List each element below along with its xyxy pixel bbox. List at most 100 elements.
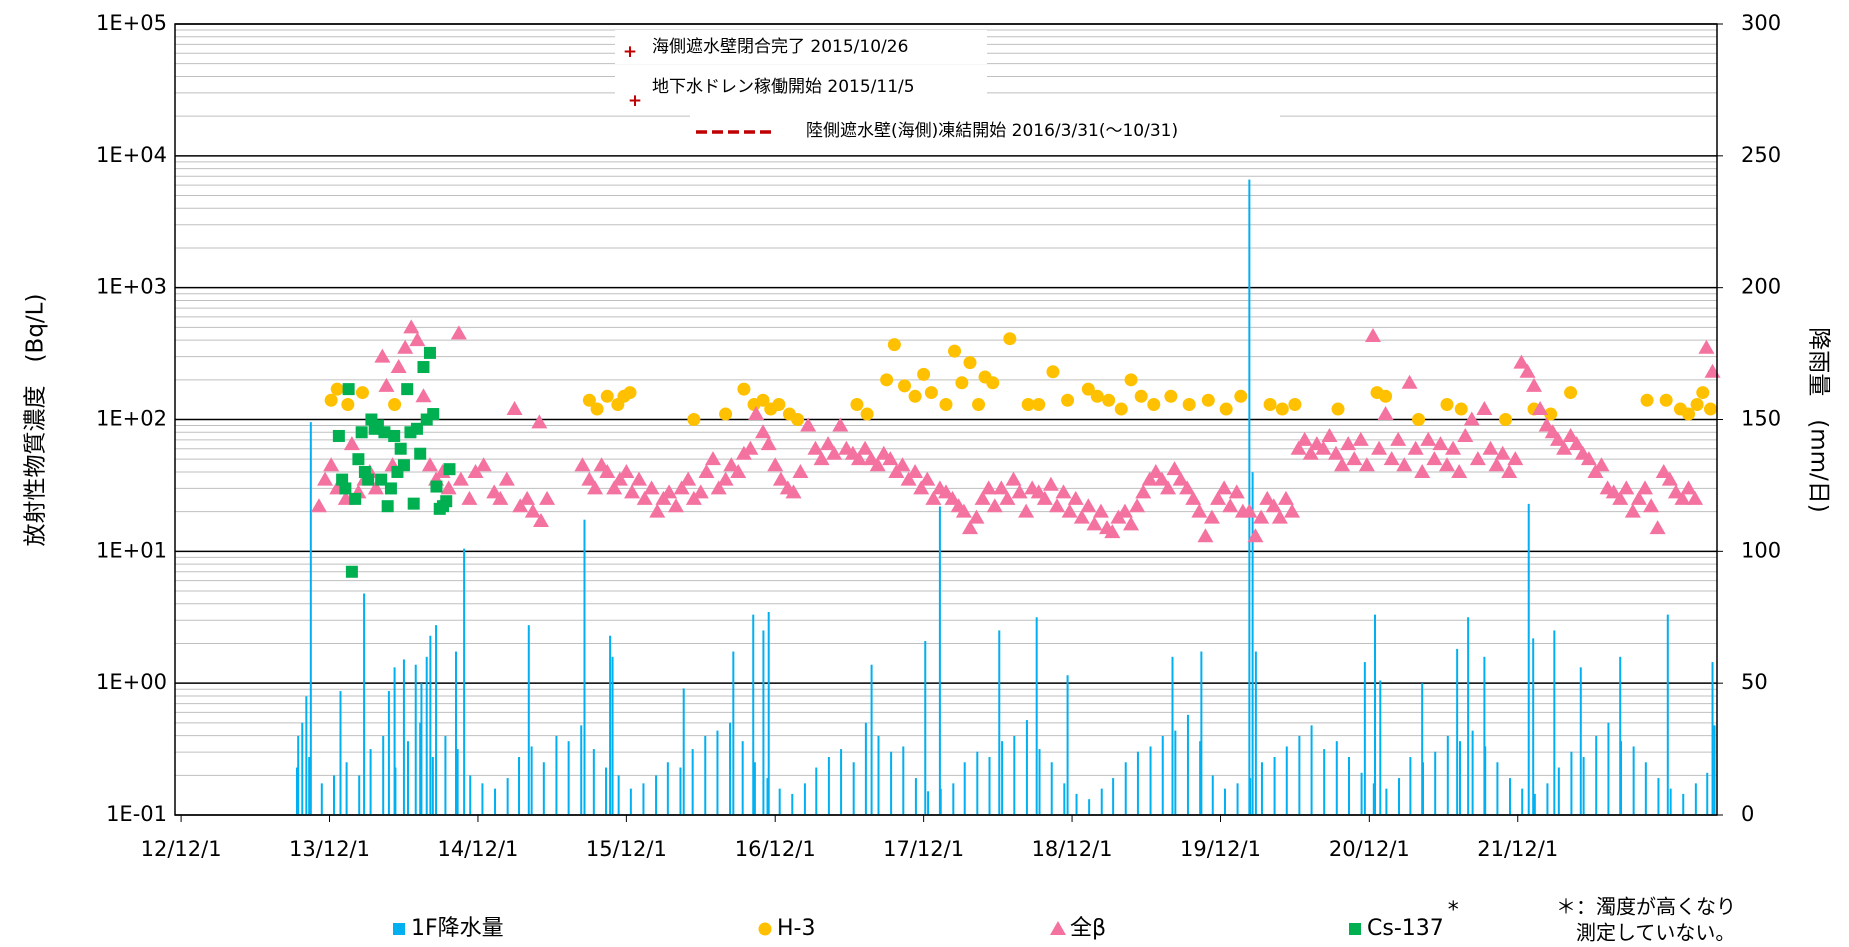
- legend-label: 1F降水量: [411, 916, 504, 941]
- y2-tick-label: 100: [1741, 538, 1781, 562]
- rain-bar: [1075, 793, 1078, 815]
- note: ＊：濁度が高くなり: [1556, 895, 1736, 919]
- point: [1630, 490, 1647, 505]
- point: [1457, 427, 1474, 442]
- x-tick-label: 18/12/1: [1032, 837, 1113, 861]
- point: [1412, 413, 1426, 426]
- point: [467, 463, 484, 478]
- point: [643, 480, 660, 495]
- point: [986, 376, 1000, 390]
- rain-bar: [1248, 179, 1251, 815]
- point: [384, 482, 397, 495]
- point: [1379, 389, 1393, 403]
- point: [939, 397, 953, 411]
- point: [986, 498, 1003, 513]
- point: [850, 451, 867, 466]
- point: [390, 359, 407, 374]
- rain-bar: [387, 691, 390, 815]
- rain-bar: [1050, 762, 1053, 815]
- point: [636, 490, 653, 505]
- y2-tick-label: 250: [1741, 143, 1781, 167]
- y2-tick-label: 200: [1741, 275, 1781, 299]
- rain-bar: [1546, 783, 1549, 815]
- point: [1166, 461, 1183, 476]
- rain-bar: [1347, 756, 1350, 815]
- x-tick-label: 19/12/1: [1180, 837, 1261, 861]
- rain-bar: [1483, 656, 1486, 815]
- rain-bar: [463, 548, 466, 815]
- point: [717, 471, 734, 486]
- point: [393, 923, 405, 935]
- point: [423, 346, 436, 359]
- rain-bar: [988, 756, 991, 815]
- rain-bar: [666, 762, 669, 815]
- point: [758, 922, 772, 936]
- point: [1153, 471, 1170, 486]
- y-tick-label: 1E+04: [96, 143, 167, 167]
- rain-bar: [1706, 772, 1709, 815]
- point: [755, 424, 772, 439]
- rain-bar: [1379, 680, 1382, 815]
- point: [869, 457, 886, 472]
- point: [1674, 490, 1691, 505]
- rain-bar: [1001, 741, 1004, 815]
- point: [600, 389, 614, 403]
- point: [1005, 471, 1022, 486]
- rain-bar: [1446, 735, 1449, 815]
- annotation-text: 陸側遮水壁(海側)凍結開始 2016/3/31(～10/31): [806, 121, 1178, 141]
- rain-bar: [1471, 730, 1474, 815]
- rain-bar: [803, 783, 806, 815]
- rain-bar: [762, 630, 765, 815]
- point: [378, 377, 395, 392]
- point: [1123, 516, 1140, 531]
- rain-bar: [767, 611, 770, 815]
- rain-bar: [308, 756, 311, 815]
- point: [1234, 389, 1248, 403]
- point: [1556, 440, 1573, 455]
- x-tick-label: 17/12/1: [883, 837, 964, 861]
- rain-bar: [952, 783, 955, 815]
- rain-bar: [815, 767, 818, 815]
- annotation-marker: +: [628, 91, 642, 111]
- point: [737, 382, 751, 396]
- point: [461, 490, 478, 505]
- x-tick-label: 12/12/1: [141, 837, 222, 861]
- note: 測定していない。: [1576, 921, 1735, 945]
- point: [1201, 393, 1215, 407]
- point: [1377, 406, 1394, 421]
- point: [403, 319, 420, 334]
- point: [1358, 457, 1375, 472]
- rain-bar: [1323, 749, 1326, 815]
- point: [1259, 490, 1276, 505]
- point: [623, 386, 637, 400]
- marks: [295, 179, 1721, 815]
- point: [1116, 503, 1133, 518]
- point: [1704, 363, 1721, 378]
- x-tick-label: 21/12/1: [1477, 837, 1558, 861]
- point: [1164, 389, 1178, 403]
- rain-bar: [363, 593, 366, 815]
- point: [742, 440, 759, 455]
- point: [574, 457, 591, 472]
- rain-bar: [877, 735, 880, 815]
- point: [661, 484, 678, 499]
- rain-bar: [555, 735, 558, 815]
- point: [1086, 516, 1103, 531]
- point: [421, 457, 438, 472]
- rain-bar: [852, 762, 855, 815]
- point: [1605, 484, 1622, 499]
- point: [1049, 498, 1066, 513]
- point: [581, 471, 598, 486]
- point: [352, 453, 365, 466]
- rain-bar: [530, 746, 533, 815]
- point: [1513, 354, 1530, 369]
- point: [606, 480, 623, 495]
- point: [524, 503, 541, 518]
- point: [1222, 498, 1239, 513]
- plot-border: [174, 23, 1718, 816]
- rain-bar: [914, 778, 917, 815]
- point: [1349, 923, 1361, 935]
- point: [925, 490, 942, 505]
- rain-bar: [827, 756, 830, 815]
